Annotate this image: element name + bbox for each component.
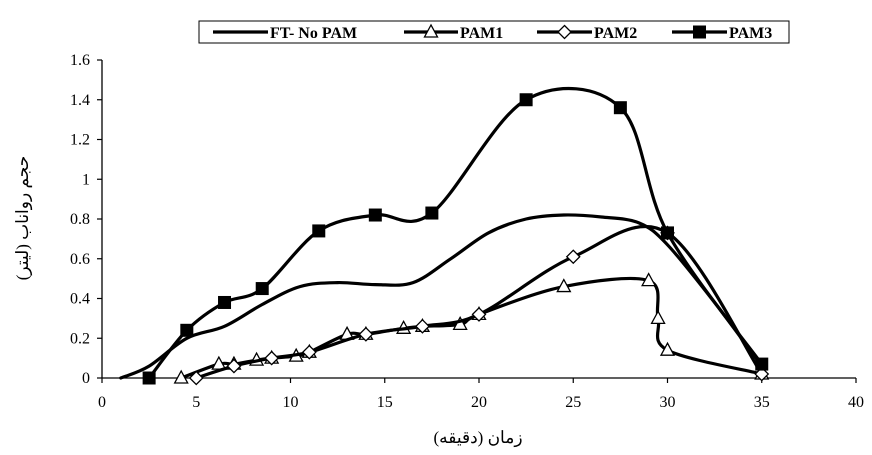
x-axis-title: زمان (دقیقه) <box>433 428 522 448</box>
data-point-pam1 <box>556 278 572 293</box>
y-tick-label: 0.2 <box>70 330 90 347</box>
plot-area <box>119 86 770 386</box>
data-point-pam2 <box>565 249 581 265</box>
data-point-pam2 <box>188 370 204 386</box>
data-point-pam2 <box>301 344 317 360</box>
x-tick-label: 0 <box>98 394 106 411</box>
series-pam3 <box>142 86 769 385</box>
y-tick-label: 1.2 <box>70 132 90 149</box>
data-point-pam1 <box>659 341 676 356</box>
y-tick-label: 0.8 <box>70 211 90 228</box>
legend-label-pam1: PAM1 <box>460 25 503 42</box>
y-axis-title: حجم رواناب (لیتر) <box>13 156 33 281</box>
legend-marker-pam1 <box>423 23 439 38</box>
data-point-pam3 <box>661 226 674 240</box>
legend-label-pam3: PAM3 <box>729 25 772 42</box>
x-tick-label: 5 <box>192 394 200 411</box>
y-tick-label: 0 <box>82 370 90 387</box>
y-tick-label: 1.4 <box>70 92 90 109</box>
data-point-pam3 <box>218 295 232 309</box>
legend-label-ft-no-pam: FT- No PAM <box>270 25 357 42</box>
data-point-pam2 <box>226 358 242 374</box>
x-tick-label: 25 <box>565 394 581 411</box>
y-tick-label: 0.6 <box>70 251 90 268</box>
legend-marker-pam2 <box>557 24 572 40</box>
axes: 0 5 10 15 20 25 30 35 40 0 0.2 0.4 0.6 0.8 1 1.2 1.4 1.6 <box>70 52 864 411</box>
legend: FT- No PAM PAM1 PAM2 PAM3 <box>198 20 790 44</box>
data-point-pam1 <box>173 369 189 384</box>
legend-box <box>198 20 790 44</box>
x-tick-label: 40 <box>848 394 864 411</box>
data-point-pam2 <box>754 366 770 382</box>
x-tick-label: 35 <box>754 394 770 411</box>
data-point-pam3 <box>613 101 627 115</box>
y-tick-label: 1 <box>82 171 90 188</box>
data-point-pam2 <box>264 350 280 366</box>
data-point-pam2 <box>471 306 487 322</box>
data-point-pam2 <box>415 318 430 334</box>
data-point-pam3 <box>142 371 156 385</box>
data-point-pam1 <box>641 272 657 287</box>
data-point-pam1 <box>650 310 666 325</box>
data-point-pam3 <box>368 208 382 222</box>
data-point-pam3 <box>755 357 769 371</box>
data-point-pam3 <box>519 93 533 107</box>
x-tick-label: 15 <box>377 394 393 411</box>
y-tick-label: 1.6 <box>70 52 90 69</box>
data-point-pam2 <box>358 326 374 342</box>
data-point-pam3 <box>312 224 326 238</box>
y-tick-label: 0.4 <box>70 291 90 308</box>
data-point-pam3 <box>180 323 194 337</box>
data-point-pam3 <box>255 282 269 296</box>
x-tick-label: 10 <box>283 394 299 411</box>
x-tick-label: 30 <box>660 394 676 411</box>
data-point-pam3 <box>425 206 439 220</box>
x-tick-label: 20 <box>471 394 487 411</box>
legend-marker-pam3 <box>693 25 706 39</box>
legend-label-pam2: PAM2 <box>594 25 637 42</box>
